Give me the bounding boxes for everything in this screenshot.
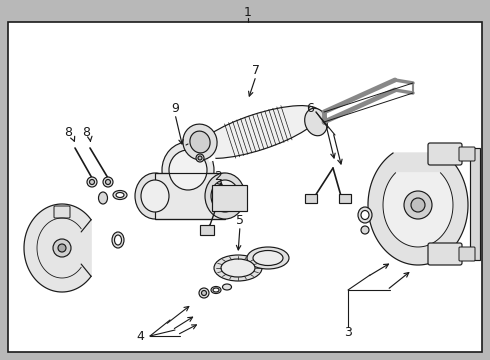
Text: 3: 3 (344, 327, 352, 339)
Ellipse shape (222, 284, 231, 290)
Circle shape (103, 177, 113, 187)
Text: 9: 9 (171, 102, 179, 114)
Circle shape (404, 191, 432, 219)
Ellipse shape (98, 192, 107, 204)
Ellipse shape (211, 287, 221, 293)
Circle shape (58, 244, 66, 252)
Ellipse shape (141, 180, 169, 212)
Bar (470, 148, 480, 260)
Ellipse shape (190, 131, 210, 153)
Circle shape (411, 198, 425, 212)
Ellipse shape (214, 255, 262, 281)
Bar (339, 194, 351, 203)
Ellipse shape (196, 105, 320, 158)
Circle shape (90, 180, 95, 185)
Ellipse shape (253, 251, 283, 266)
Ellipse shape (305, 108, 327, 136)
Circle shape (87, 177, 97, 187)
Text: 6: 6 (306, 102, 314, 114)
Ellipse shape (361, 211, 369, 220)
Text: 8: 8 (64, 126, 72, 139)
Polygon shape (24, 204, 91, 292)
Ellipse shape (213, 288, 219, 292)
Ellipse shape (358, 207, 372, 223)
Bar (305, 194, 317, 203)
FancyBboxPatch shape (459, 247, 475, 261)
FancyBboxPatch shape (459, 147, 475, 161)
Polygon shape (368, 153, 468, 265)
Text: 2: 2 (214, 170, 222, 183)
Ellipse shape (115, 235, 122, 245)
Ellipse shape (135, 173, 175, 219)
Text: 1: 1 (244, 5, 252, 18)
Circle shape (105, 180, 111, 185)
Circle shape (201, 291, 206, 296)
Bar (212, 185, 247, 211)
Ellipse shape (247, 247, 289, 269)
Ellipse shape (183, 124, 217, 160)
Circle shape (199, 288, 209, 298)
Text: 8: 8 (82, 126, 90, 139)
FancyBboxPatch shape (428, 243, 462, 265)
Polygon shape (383, 173, 453, 247)
Ellipse shape (113, 190, 127, 199)
Ellipse shape (221, 259, 255, 277)
FancyBboxPatch shape (428, 143, 462, 165)
Text: 7: 7 (252, 63, 260, 77)
Bar (155, 173, 225, 219)
Text: 5: 5 (236, 213, 244, 226)
Text: 4: 4 (136, 329, 144, 342)
Ellipse shape (211, 180, 239, 212)
Circle shape (196, 154, 204, 162)
Ellipse shape (162, 142, 214, 198)
Circle shape (361, 226, 369, 234)
Ellipse shape (205, 173, 245, 219)
Bar (200, 225, 214, 235)
Circle shape (53, 239, 71, 257)
Ellipse shape (112, 232, 124, 248)
Ellipse shape (169, 150, 207, 190)
Ellipse shape (116, 193, 124, 198)
Circle shape (198, 156, 202, 160)
FancyBboxPatch shape (54, 206, 70, 218)
